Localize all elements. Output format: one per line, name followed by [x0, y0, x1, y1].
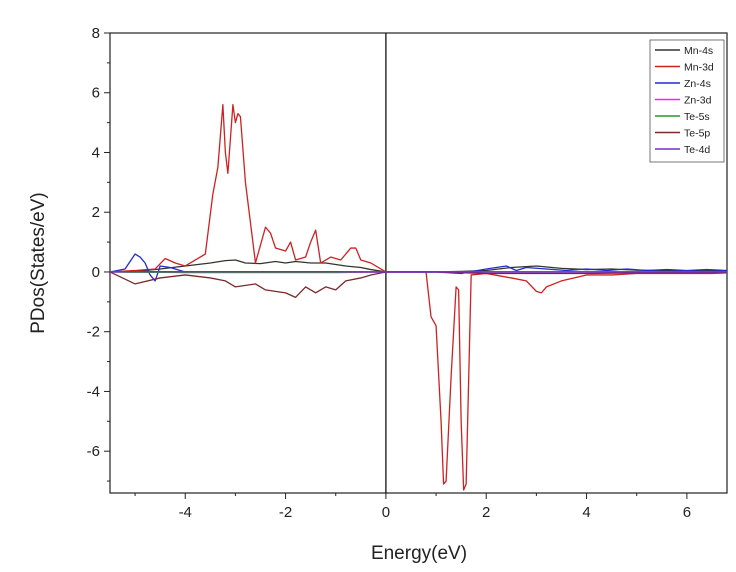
y-tick-label: 0 — [92, 264, 100, 281]
y-tick-label: 6 — [92, 85, 100, 102]
x-axis-ticks: -4 -2 0 2 4 6 — [134, 493, 691, 521]
legend-label: Te-5p — [684, 128, 710, 140]
y-tick-label: 2 — [92, 204, 100, 221]
legend-label: Te-4d — [684, 144, 710, 156]
series-line-te-5p — [109, 271, 728, 299]
legend-label: Zn-4s — [684, 78, 711, 90]
x-tick-label: -4 — [179, 504, 192, 521]
legend-label: Te-5s — [684, 111, 710, 123]
x-tick-label: -2 — [279, 504, 292, 521]
x-axis-title: Energy(eV) — [371, 543, 467, 564]
y-tick-label: 4 — [92, 144, 100, 161]
y-tick-label: 8 — [92, 25, 100, 42]
x-tick-label: 4 — [582, 504, 590, 521]
legend-label: Mn-4s — [684, 45, 713, 57]
y-tick-label: -2 — [87, 324, 100, 341]
legend-box — [649, 39, 725, 163]
series-line-mn-3d — [109, 104, 728, 491]
x-tick-label: 6 — [683, 504, 691, 521]
y-tick-label: -4 — [87, 383, 100, 400]
legend: Mn-4s Mn-3d Zn-4s Zn-3d Te-5s Te-5p Te-4d — [649, 39, 725, 163]
x-tick-label: 0 — [382, 504, 390, 521]
y-axis-title: PDos(States/eV) — [28, 192, 49, 334]
y-axis-ticks: -6 -4 -2 0 2 4 6 8 — [87, 25, 110, 482]
series-lines — [109, 104, 728, 491]
y-tick-label: -6 — [87, 443, 100, 460]
x-tick-label: 2 — [482, 504, 490, 521]
plot-frame — [109, 32, 728, 494]
legend-label: Mn-3d — [684, 62, 714, 74]
legend-label: Zn-3d — [684, 95, 712, 107]
